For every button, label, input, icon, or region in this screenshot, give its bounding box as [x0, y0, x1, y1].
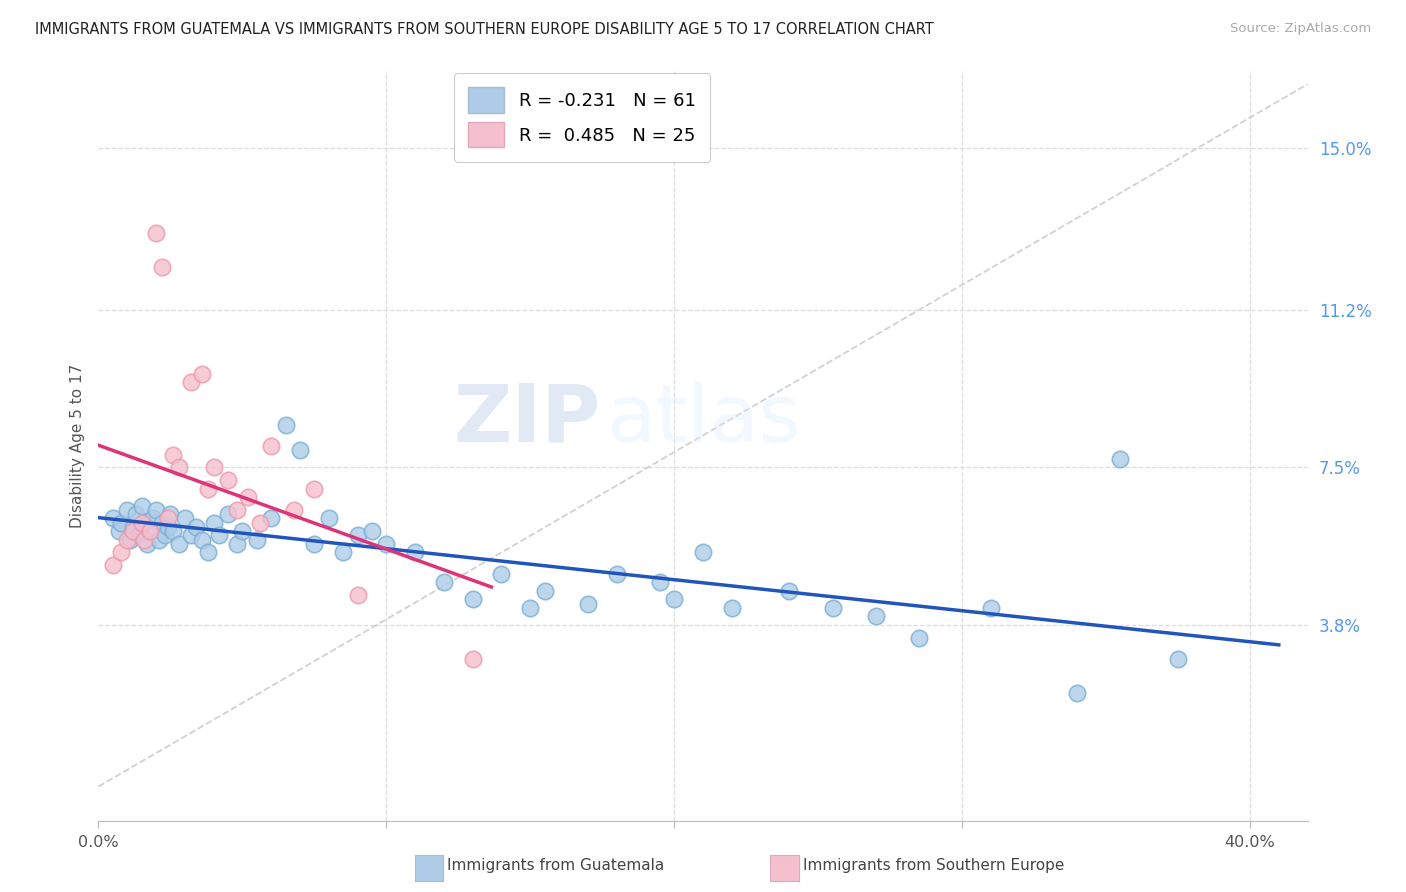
Point — [202, 460, 225, 475]
Text: Immigrants from Guatemala: Immigrants from Guatemala — [447, 858, 665, 872]
Point — [260, 439, 283, 453]
Point — [1109, 451, 1132, 466]
Point — [134, 533, 156, 547]
Point — [821, 600, 844, 615]
Point — [461, 592, 484, 607]
Point — [122, 524, 145, 538]
Point — [101, 511, 124, 525]
Point — [120, 533, 142, 547]
Point — [153, 528, 176, 542]
Point — [156, 520, 179, 534]
Point — [778, 583, 800, 598]
Point — [191, 367, 214, 381]
Point — [131, 516, 153, 530]
Point — [173, 511, 195, 525]
Point — [122, 520, 145, 534]
Point — [115, 503, 138, 517]
Point — [606, 566, 628, 581]
Point — [225, 537, 247, 551]
Point — [318, 511, 340, 525]
Point — [533, 583, 555, 598]
Text: IMMIGRANTS FROM GUATEMALA VS IMMIGRANTS FROM SOUTHERN EUROPE DISABILITY AGE 5 TO: IMMIGRANTS FROM GUATEMALA VS IMMIGRANTS … — [35, 22, 934, 37]
Point — [720, 600, 742, 615]
Point — [156, 511, 179, 525]
Y-axis label: Disability Age 5 to 17: Disability Age 5 to 17 — [69, 364, 84, 528]
Point — [260, 511, 283, 525]
Point — [110, 545, 132, 559]
Point — [101, 558, 124, 573]
Point — [225, 503, 247, 517]
Point — [180, 375, 202, 389]
Point — [139, 524, 162, 538]
Point — [236, 490, 259, 504]
Point — [249, 516, 271, 530]
Point — [908, 631, 931, 645]
Point — [576, 597, 599, 611]
Point — [1066, 686, 1088, 700]
Point — [217, 507, 239, 521]
Point — [648, 575, 671, 590]
Point — [692, 545, 714, 559]
Point — [274, 417, 297, 432]
Point — [191, 533, 214, 547]
Point — [159, 507, 181, 521]
Point — [139, 524, 162, 538]
Point — [288, 443, 311, 458]
Point — [217, 473, 239, 487]
Point — [150, 260, 173, 275]
Text: atlas: atlas — [606, 381, 800, 458]
Text: Immigrants from Southern Europe: Immigrants from Southern Europe — [803, 858, 1064, 872]
Point — [167, 537, 190, 551]
Point — [491, 566, 513, 581]
Point — [361, 524, 384, 538]
Point — [433, 575, 456, 590]
Point — [197, 482, 219, 496]
Point — [134, 516, 156, 530]
Point — [231, 524, 253, 538]
Point — [304, 482, 326, 496]
Point — [1167, 652, 1189, 666]
Point — [332, 545, 354, 559]
Point — [148, 533, 170, 547]
Point — [283, 503, 305, 517]
Point — [115, 533, 138, 547]
Point — [131, 499, 153, 513]
Point — [150, 516, 173, 530]
Point — [142, 511, 165, 525]
Point — [136, 537, 159, 551]
Point — [162, 448, 184, 462]
Point — [346, 588, 368, 602]
Point — [461, 652, 484, 666]
Text: Source: ZipAtlas.com: Source: ZipAtlas.com — [1230, 22, 1371, 36]
Legend: R = -0.231   N = 61, R =  0.485   N = 25: R = -0.231 N = 61, R = 0.485 N = 25 — [454, 73, 710, 162]
Point — [125, 507, 148, 521]
Point — [346, 528, 368, 542]
Point — [865, 609, 887, 624]
Point — [107, 524, 129, 538]
Point — [145, 226, 167, 240]
Point — [162, 524, 184, 538]
Point — [180, 528, 202, 542]
Point — [980, 600, 1002, 615]
Point — [186, 520, 208, 534]
Point — [664, 592, 686, 607]
Point — [404, 545, 426, 559]
Point — [246, 533, 269, 547]
Point — [197, 545, 219, 559]
Point — [375, 537, 398, 551]
Point — [128, 528, 150, 542]
Point — [167, 460, 190, 475]
Point — [304, 537, 326, 551]
Point — [145, 503, 167, 517]
Point — [208, 528, 231, 542]
Text: ZIP: ZIP — [453, 381, 600, 458]
Point — [519, 600, 541, 615]
Point — [202, 516, 225, 530]
Point — [110, 516, 132, 530]
